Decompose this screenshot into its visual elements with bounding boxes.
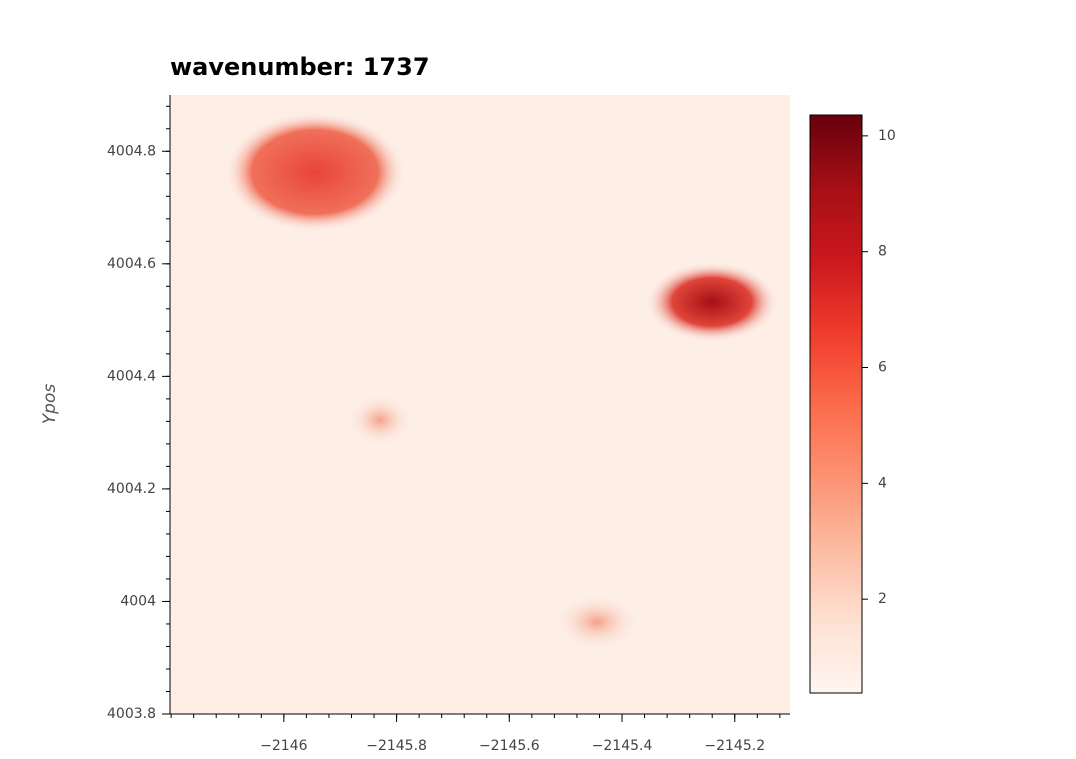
y-tick-label: 4004.8 xyxy=(107,143,156,159)
y-tick-label: 4004.4 xyxy=(107,368,156,384)
colorbar-tick-label: 6 xyxy=(878,360,887,376)
y-tick-label: 4004.2 xyxy=(107,481,156,497)
colorbar xyxy=(809,114,863,694)
y-tick-label: 4004 xyxy=(120,593,156,609)
colorbar-tick-label: 8 xyxy=(878,244,887,260)
y-tick-label: 4004.6 xyxy=(107,256,156,272)
hot-spot xyxy=(225,112,405,232)
colorbar-tick-label: 4 xyxy=(878,475,887,491)
x-tick-label: −2145.8 xyxy=(366,738,427,754)
hot-spot xyxy=(555,594,639,650)
colorbar-tick-label: 10 xyxy=(878,128,896,144)
chart-title: wavenumber: 1737 xyxy=(170,53,430,81)
x-tick-label: −2145.2 xyxy=(704,738,765,754)
heatmap-features xyxy=(225,112,778,650)
y-axis-label: Ypos xyxy=(40,384,60,425)
hot-spot xyxy=(646,262,778,342)
y-tick-label: 4003.8 xyxy=(107,706,156,722)
hot-spot xyxy=(348,394,412,446)
x-tick-label: −2146 xyxy=(260,738,307,754)
colorbar-tick-label: 2 xyxy=(878,591,887,607)
x-tick-label: −2145.6 xyxy=(479,738,540,754)
x-tick-label: −2145.4 xyxy=(592,738,653,754)
